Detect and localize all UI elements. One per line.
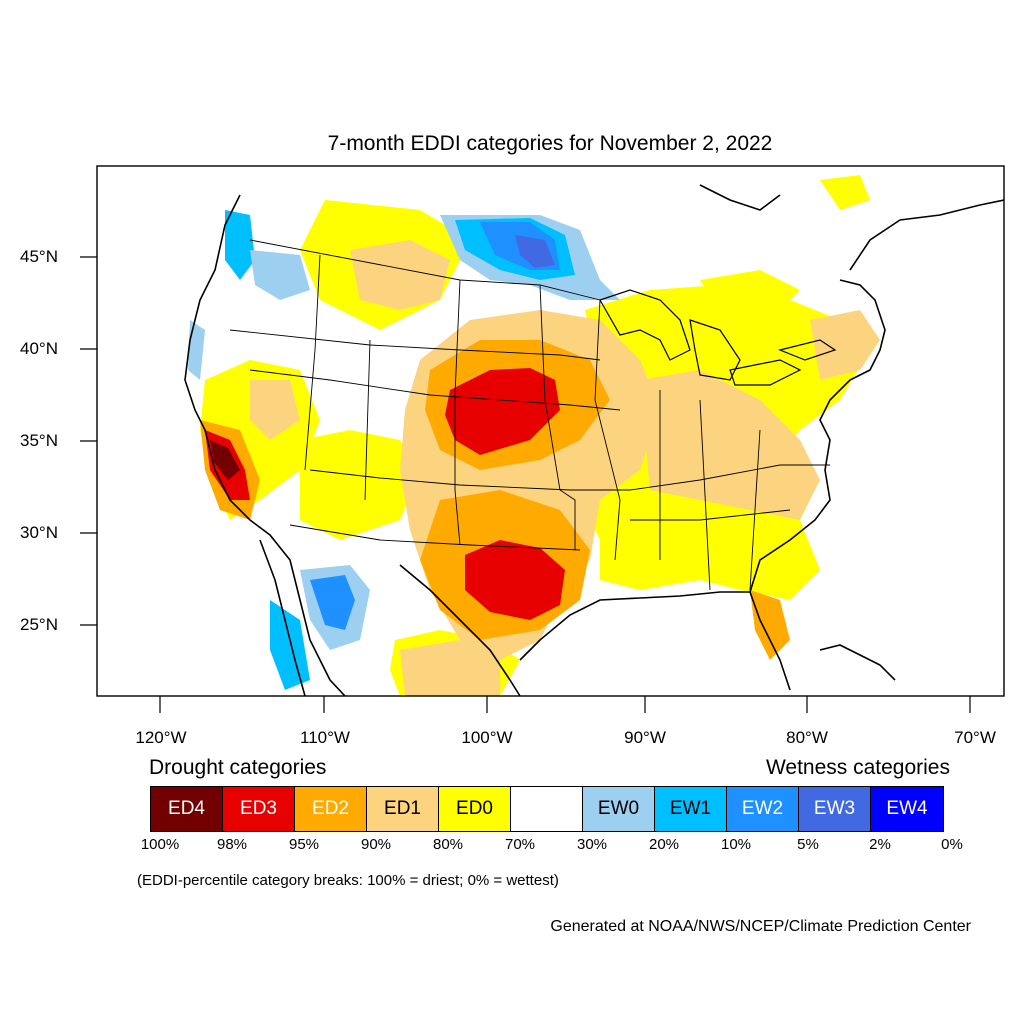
legend-swatch-ew0: EW0 (583, 787, 655, 831)
percent-break-label: 20% (648, 836, 680, 853)
credit-text: Generated at NOAA/NWS/NCEP/Climate Predi… (550, 918, 971, 935)
legend-swatch-neutral (511, 787, 583, 831)
ew1-region (225, 210, 255, 280)
percent-break-label: 100% (140, 836, 180, 853)
lat-label-30: 30°N (20, 523, 58, 542)
lat-label-45: 45°N (20, 247, 58, 266)
percent-break-label: 5% (797, 836, 819, 853)
ew0-region (250, 250, 310, 300)
ed0-region (700, 270, 800, 320)
ed3-region (465, 540, 565, 620)
axis-ticks (80, 256, 971, 713)
legend-swatch-ew2: EW2 (727, 787, 799, 831)
ed0-region (300, 430, 420, 540)
lat-label-25: 25°N (20, 615, 58, 634)
ed2-region (750, 590, 790, 660)
legend-swatch-ed3: ED3 (223, 787, 295, 831)
percent-break-label: 95% (288, 836, 320, 853)
lon-label-110w: 110°W (300, 728, 350, 747)
lon-label-70w: 70°W (954, 728, 996, 747)
percent-break-label: 80% (432, 836, 464, 853)
lon-label-80w: 80°W (786, 728, 828, 747)
ed1-region (250, 380, 300, 440)
lon-label-90w: 90°W (624, 728, 666, 747)
ew1-region (270, 600, 310, 690)
map-title: 7-month EDDI categories for November 2, … (327, 132, 773, 155)
ed0-region (600, 490, 820, 600)
breaks-note: (EDDI-percentile category breaks: 100% =… (137, 872, 559, 889)
legend-swatch-ew4: EW4 (871, 787, 943, 831)
legend-swatch-ew3: EW3 (799, 787, 871, 831)
ed4-region (210, 440, 240, 480)
ed1-region (400, 640, 500, 696)
wetness-categories-heading: Wetness categories (765, 756, 950, 779)
percent-break-label: 10% (720, 836, 752, 853)
percent-break-label: 98% (216, 836, 248, 853)
percent-break-label: 90% (360, 836, 392, 853)
legend-swatch-ew1: EW1 (655, 787, 727, 831)
legend-swatch-ed2: ED2 (295, 787, 367, 831)
ew2-region (310, 575, 355, 630)
category-legend-bar: ED4 ED3 ED2 ED1 ED0 EW0 EW1 EW2 EW3 EW4 (150, 786, 944, 832)
coastline-layer (184, 184, 1004, 696)
legend-swatch-ed0: ED0 (439, 787, 511, 831)
percent-break-label: 70% (504, 836, 536, 853)
legend-swatch-ed1: ED1 (367, 787, 439, 831)
ed3-region (445, 368, 560, 455)
ew0-region (188, 320, 205, 380)
lon-label-120w: 120°W (135, 728, 187, 747)
percent-break-label: 30% (576, 836, 608, 853)
ed0-region (820, 175, 870, 210)
lat-label-35: 35°N (20, 431, 58, 450)
percent-break-label: 2% (869, 836, 891, 853)
ed1-region (350, 240, 450, 310)
ed1-region (810, 310, 880, 380)
lat-label-40: 40°N (20, 339, 58, 358)
map-frame (96, 165, 1005, 697)
great-lakes (599, 289, 837, 386)
ew3-region (515, 235, 555, 268)
drought-categories-heading: Drought categories (149, 756, 327, 779)
lon-label-100w: 100°W (461, 728, 513, 747)
legend-swatch-ed4: ED4 (151, 787, 223, 831)
state-borders (229, 239, 830, 591)
percent-break-label: 0% (941, 836, 963, 853)
